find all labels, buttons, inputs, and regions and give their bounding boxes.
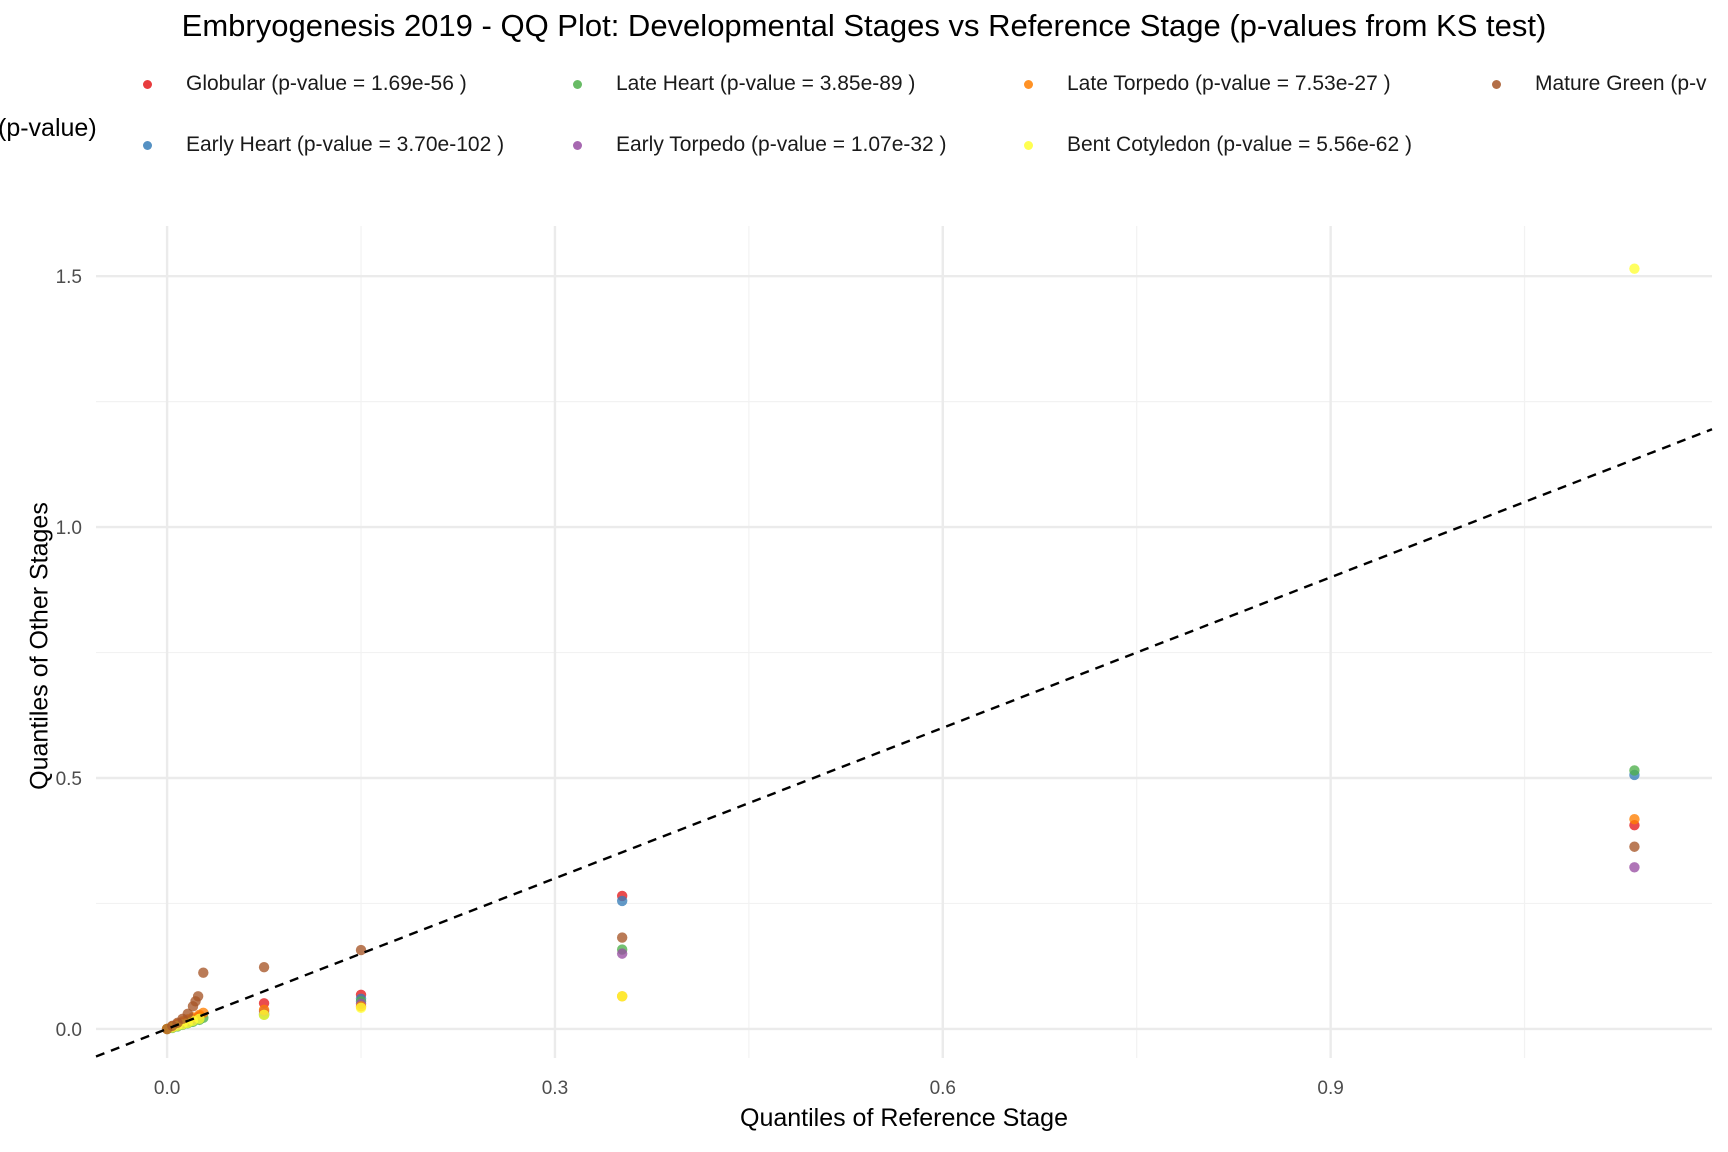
legend-label: Globular (p-value = 1.69e-56 ) [186,72,467,95]
legend-key [573,140,582,150]
grid [96,226,1712,1058]
legend-item: Early Heart (p-value = 3.70e-102 ) [143,130,504,160]
legend-item: Mature Green (p-v [1492,69,1707,99]
legend-item: Late Heart (p-value = 3.85e-89 ) [573,69,915,99]
legend-label: Late Heart (p-value = 3.85e-89 ) [616,72,916,95]
series-4 [161,813,1640,1035]
legend-label: Mature Green (p-v [1535,72,1707,95]
legend-label: Late Torpedo (p-value = 7.53e-27 ) [1067,72,1391,95]
data-point [616,895,628,907]
data-point [1629,841,1640,852]
data-point [616,948,628,959]
data-point [1629,813,1640,825]
series-3 [161,862,1640,1035]
series-2 [161,765,1640,1035]
series-6 [161,841,1640,1035]
series-0 [161,819,1640,1035]
data-point [355,1002,367,1014]
legend-key [1024,140,1033,150]
legend-label: Early Heart (p-value = 3.70e-102 ) [186,133,505,156]
legend-key [573,79,582,89]
legend-key [1024,79,1033,89]
series-5 [161,263,1640,1035]
legend-title: (p-value) [0,114,97,142]
data-point [1629,862,1640,873]
series-1 [161,769,1640,1035]
data-point [355,944,367,956]
data-point [192,991,204,1002]
data-point [258,1009,270,1021]
data-point [258,961,270,973]
x-axis-title: Quantiles of Reference Stage [740,1104,1068,1132]
legend-key [1492,79,1501,89]
y-tick-label: 0.5 [56,769,82,790]
x-tick-label: 0.0 [154,1078,180,1099]
data-point [198,967,209,978]
chart-title: Embryogenesis 2019 - QQ Plot: Developmen… [181,8,1547,43]
data-point [616,991,628,1002]
data-point [182,1008,193,1020]
data-point [1629,263,1640,274]
data-point [1629,765,1640,776]
legend-item: Bent Cotyledon (p-value = 5.56e-62 ) [1024,130,1412,160]
y-tick-label: 0.0 [56,1020,82,1041]
data-point [616,932,628,943]
y-tick-label: 1.5 [56,267,82,288]
legend-item: Globular (p-value = 1.69e-56 ) [143,69,467,99]
legend-item: Early Torpedo (p-value = 1.07e-32 ) [573,130,947,160]
x-tick-label: 0.6 [930,1078,956,1099]
legend-label: Early Torpedo (p-value = 1.07e-32 ) [616,133,947,156]
y-axis-title: Quantiles of Other Stages [25,502,54,790]
y-tick-label: 1.0 [56,518,82,539]
legend-key [143,140,152,150]
x-tick-label: 0.3 [542,1078,568,1099]
x-tick-label: 0.9 [1317,1078,1343,1099]
legend-label: Bent Cotyledon (p-value = 5.56e-62 ) [1067,133,1412,156]
reference-line [95,428,1713,1058]
legend-key [143,79,152,89]
legend-item: Late Torpedo (p-value = 7.53e-27 ) [1024,69,1391,99]
